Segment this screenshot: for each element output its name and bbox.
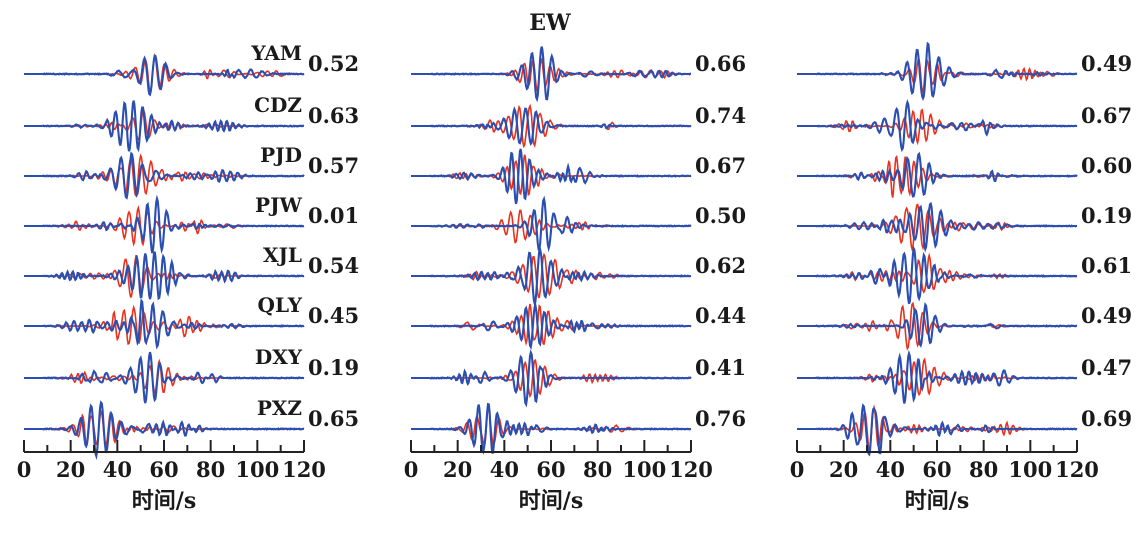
synthetic-trace-1 bbox=[24, 54, 305, 97]
x-tick-label-120: 120 bbox=[282, 457, 326, 482]
correlation-value-1: 0.66 bbox=[695, 51, 746, 76]
correlation-value-8: 0.65 bbox=[308, 406, 359, 431]
station-label-7: DXY bbox=[255, 345, 303, 369]
synthetic-trace-2 bbox=[411, 106, 692, 146]
x-tick-label-80: 80 bbox=[969, 457, 998, 482]
correlation-value-2: 0.67 bbox=[1081, 103, 1132, 128]
x-tick-label-0: 0 bbox=[404, 457, 419, 482]
synthetic-trace-1 bbox=[797, 41, 1078, 102]
correlation-value-8: 0.69 bbox=[1081, 406, 1132, 431]
synthetic-trace-4 bbox=[24, 194, 305, 255]
correlation-value-2: 0.63 bbox=[308, 103, 359, 128]
correlation-value-3: 0.57 bbox=[308, 153, 359, 178]
correlation-value-6: 0.45 bbox=[308, 303, 359, 328]
correlation-value-2: 0.74 bbox=[695, 103, 746, 128]
x-tick-label-60: 60 bbox=[536, 457, 565, 482]
observed-trace-3 bbox=[411, 154, 692, 197]
correlation-value-1: 0.52 bbox=[308, 51, 359, 76]
synthetic-trace-4 bbox=[797, 201, 1078, 253]
panel-2: 0.66 0.74 0.67 0.50 0.62 0.44 0.41 0.76 0 20 40 60 8… bbox=[404, 46, 746, 514]
x-tick-label-40: 40 bbox=[490, 457, 519, 482]
x-tick-label-80: 80 bbox=[583, 457, 612, 482]
figure-title: EW bbox=[529, 10, 571, 36]
synthetic-trace-3 bbox=[24, 151, 305, 200]
station-label-1: YAM bbox=[250, 41, 302, 65]
synthetic-trace-6 bbox=[797, 302, 1078, 348]
x-tick-label-60: 60 bbox=[922, 457, 951, 482]
station-label-8: PXZ bbox=[257, 396, 302, 420]
x-tick-label-0: 0 bbox=[17, 457, 32, 482]
x-tick-label-100: 100 bbox=[235, 457, 279, 482]
x-axis-label: 时间/s bbox=[519, 488, 583, 514]
station-label-5: XJL bbox=[263, 243, 302, 267]
synthetic-trace-8 bbox=[797, 403, 1078, 457]
synthetic-trace-2 bbox=[797, 99, 1078, 153]
synthetic-trace-3 bbox=[411, 148, 691, 205]
panel-3: 0.49 0.67 0.60 0.19 0.61 0.49 0.47 0.69 0 20 40 60 8… bbox=[790, 41, 1132, 514]
x-tick-label-20: 20 bbox=[443, 457, 472, 482]
correlation-value-6: 0.44 bbox=[695, 303, 746, 328]
x-tick-label-20: 20 bbox=[56, 457, 85, 482]
station-label-4: PJW bbox=[255, 193, 303, 217]
synthetic-trace-3 bbox=[797, 151, 1078, 198]
correlation-value-4: 0.19 bbox=[1081, 203, 1132, 228]
correlation-value-4: 0.01 bbox=[308, 203, 359, 228]
synthetic-trace-7 bbox=[411, 349, 692, 408]
x-tick-label-0: 0 bbox=[790, 457, 805, 482]
x-tick-label-120: 120 bbox=[669, 457, 713, 482]
observed-trace-3 bbox=[797, 154, 1078, 198]
synthetic-trace-1 bbox=[411, 46, 691, 103]
correlation-value-5: 0.62 bbox=[695, 253, 746, 278]
synthetic-trace-7 bbox=[24, 351, 305, 404]
correlation-value-7: 0.47 bbox=[1081, 355, 1132, 380]
synthetic-trace-5 bbox=[24, 251, 305, 301]
correlation-value-6: 0.49 bbox=[1081, 303, 1132, 328]
x-tick-label-100: 100 bbox=[1008, 457, 1052, 482]
synthetic-trace-5 bbox=[797, 245, 1078, 305]
correlation-value-3: 0.60 bbox=[1081, 153, 1132, 178]
station-label-3: PJD bbox=[260, 143, 302, 167]
x-tick-label-40: 40 bbox=[103, 457, 132, 482]
x-tick-label-20: 20 bbox=[829, 457, 858, 482]
synthetic-trace-6 bbox=[411, 302, 692, 351]
synthetic-trace-5 bbox=[411, 246, 692, 308]
correlation-value-5: 0.61 bbox=[1081, 253, 1132, 278]
x-tick-label-40: 40 bbox=[876, 457, 905, 482]
x-axis-label: 时间/s bbox=[905, 488, 969, 514]
synthetic-trace-8 bbox=[411, 402, 692, 456]
station-label-6: QLY bbox=[258, 293, 303, 317]
correlation-value-7: 0.41 bbox=[695, 355, 746, 380]
correlation-value-7: 0.19 bbox=[308, 355, 359, 380]
observed-trace-8 bbox=[411, 404, 692, 448]
synthetic-trace-6 bbox=[24, 298, 305, 350]
synthetic-trace-4 bbox=[411, 195, 692, 253]
correlation-value-5: 0.54 bbox=[308, 253, 359, 278]
x-tick-label-60: 60 bbox=[149, 457, 178, 482]
correlation-value-4: 0.50 bbox=[695, 203, 746, 228]
correlation-value-3: 0.67 bbox=[695, 153, 746, 178]
x-tick-label-100: 100 bbox=[622, 457, 666, 482]
x-tick-label-80: 80 bbox=[196, 457, 225, 482]
x-tick-label-120: 120 bbox=[1055, 457, 1099, 482]
synthetic-trace-2 bbox=[24, 100, 305, 153]
correlation-value-8: 0.76 bbox=[695, 406, 746, 431]
synthetic-trace-7 bbox=[797, 349, 1078, 404]
correlation-value-1: 0.49 bbox=[1081, 51, 1132, 76]
synthetic-trace-8 bbox=[24, 400, 305, 461]
station-label-2: CDZ bbox=[254, 93, 302, 117]
x-axis-label: 时间/s bbox=[132, 488, 196, 514]
